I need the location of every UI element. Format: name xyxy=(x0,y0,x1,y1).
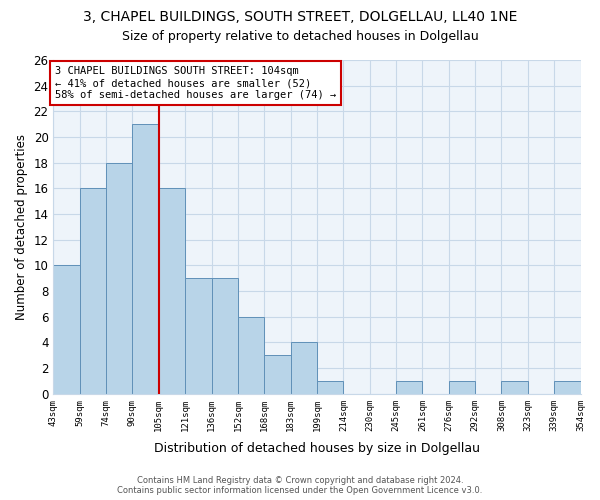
Bar xyxy=(159,188,185,394)
Bar xyxy=(185,278,212,394)
Bar xyxy=(133,124,159,394)
Bar xyxy=(396,381,422,394)
Y-axis label: Number of detached properties: Number of detached properties xyxy=(15,134,28,320)
Bar xyxy=(290,342,317,394)
Text: 3, CHAPEL BUILDINGS, SOUTH STREET, DOLGELLAU, LL40 1NE: 3, CHAPEL BUILDINGS, SOUTH STREET, DOLGE… xyxy=(83,10,517,24)
Text: 3 CHAPEL BUILDINGS SOUTH STREET: 104sqm
← 41% of detached houses are smaller (52: 3 CHAPEL BUILDINGS SOUTH STREET: 104sqm … xyxy=(55,66,336,100)
Bar xyxy=(80,188,106,394)
Bar xyxy=(264,356,290,394)
Bar xyxy=(554,381,581,394)
Bar xyxy=(106,162,133,394)
Bar xyxy=(212,278,238,394)
Bar xyxy=(502,381,528,394)
X-axis label: Distribution of detached houses by size in Dolgellau: Distribution of detached houses by size … xyxy=(154,442,480,455)
Bar xyxy=(238,317,264,394)
Bar xyxy=(53,266,80,394)
Bar xyxy=(449,381,475,394)
Text: Contains HM Land Registry data © Crown copyright and database right 2024.
Contai: Contains HM Land Registry data © Crown c… xyxy=(118,476,482,495)
Bar xyxy=(317,381,343,394)
Text: Size of property relative to detached houses in Dolgellau: Size of property relative to detached ho… xyxy=(122,30,478,43)
